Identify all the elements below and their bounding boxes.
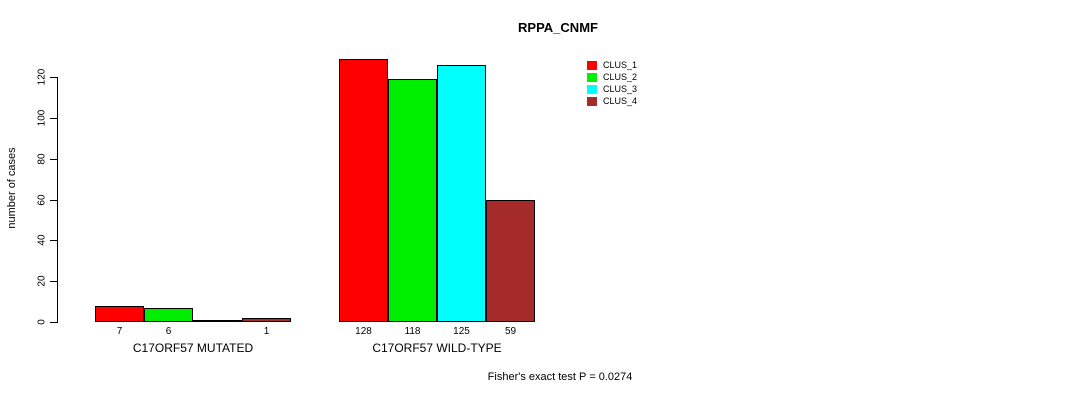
y-tick — [50, 118, 57, 119]
bar-value-label: 6 — [165, 326, 172, 337]
legend-swatch-clus-3 — [587, 85, 597, 94]
y-tick-label: 100 — [36, 109, 48, 127]
legend-label: CLUS_1 — [603, 60, 638, 70]
group-label: C17ORF57 MUTATED — [132, 341, 254, 355]
legend-label: CLUS_2 — [603, 72, 638, 82]
group-label: C17ORF57 WILD-TYPE — [372, 341, 502, 355]
y-tick-label: 120 — [36, 68, 48, 86]
legend-item: CLUS_1 — [587, 61, 637, 70]
legend-label: CLUS_3 — [603, 84, 638, 94]
bar-clus-1 — [95, 306, 144, 322]
y-tick — [50, 159, 57, 160]
y-tick — [50, 200, 57, 201]
y-tick-label: 40 — [36, 234, 48, 246]
y-axis-title: number of cases — [6, 147, 18, 229]
legend-item: CLUS_2 — [587, 73, 637, 82]
bar-value-label: 118 — [404, 326, 421, 337]
bar-value-label: 125 — [453, 326, 470, 337]
y-tick-label: 80 — [36, 153, 48, 165]
y-tick — [50, 77, 57, 78]
bar-value-label: 128 — [355, 326, 372, 337]
bar-clus-4 — [242, 318, 291, 322]
y-axis — [57, 77, 58, 323]
bar-clus-2 — [144, 308, 193, 322]
annotation-fisher-test: Fisher's exact test P = 0.0274 — [487, 371, 633, 383]
bar-clus-4 — [486, 200, 535, 322]
y-tick-label: 0 — [36, 319, 48, 325]
bar-clus-2 — [388, 79, 437, 322]
bar-clus-3 — [437, 65, 486, 322]
bar-value-label: 59 — [504, 326, 517, 337]
y-tick — [50, 322, 57, 323]
legend: CLUS_1 CLUS_2 CLUS_3 CLUS_4 — [587, 61, 637, 109]
bar-value-label: 7 — [116, 326, 123, 337]
y-tick — [50, 281, 57, 282]
legend-item: CLUS_4 — [587, 97, 637, 106]
legend-swatch-clus-4 — [587, 97, 597, 106]
legend-item: CLUS_3 — [587, 85, 637, 94]
y-tick-label: 60 — [36, 194, 48, 206]
bar-value-label: 1 — [263, 326, 270, 337]
y-tick — [50, 240, 57, 241]
legend-label: CLUS_4 — [603, 96, 638, 106]
chart-title: RPPA_CNMF — [518, 20, 598, 35]
legend-swatch-clus-2 — [587, 73, 597, 82]
bar-clus-1 — [339, 59, 388, 322]
legend-swatch-clus-1 — [587, 61, 597, 70]
y-tick-label: 20 — [36, 275, 48, 287]
bar-clus-3 — [193, 320, 242, 322]
